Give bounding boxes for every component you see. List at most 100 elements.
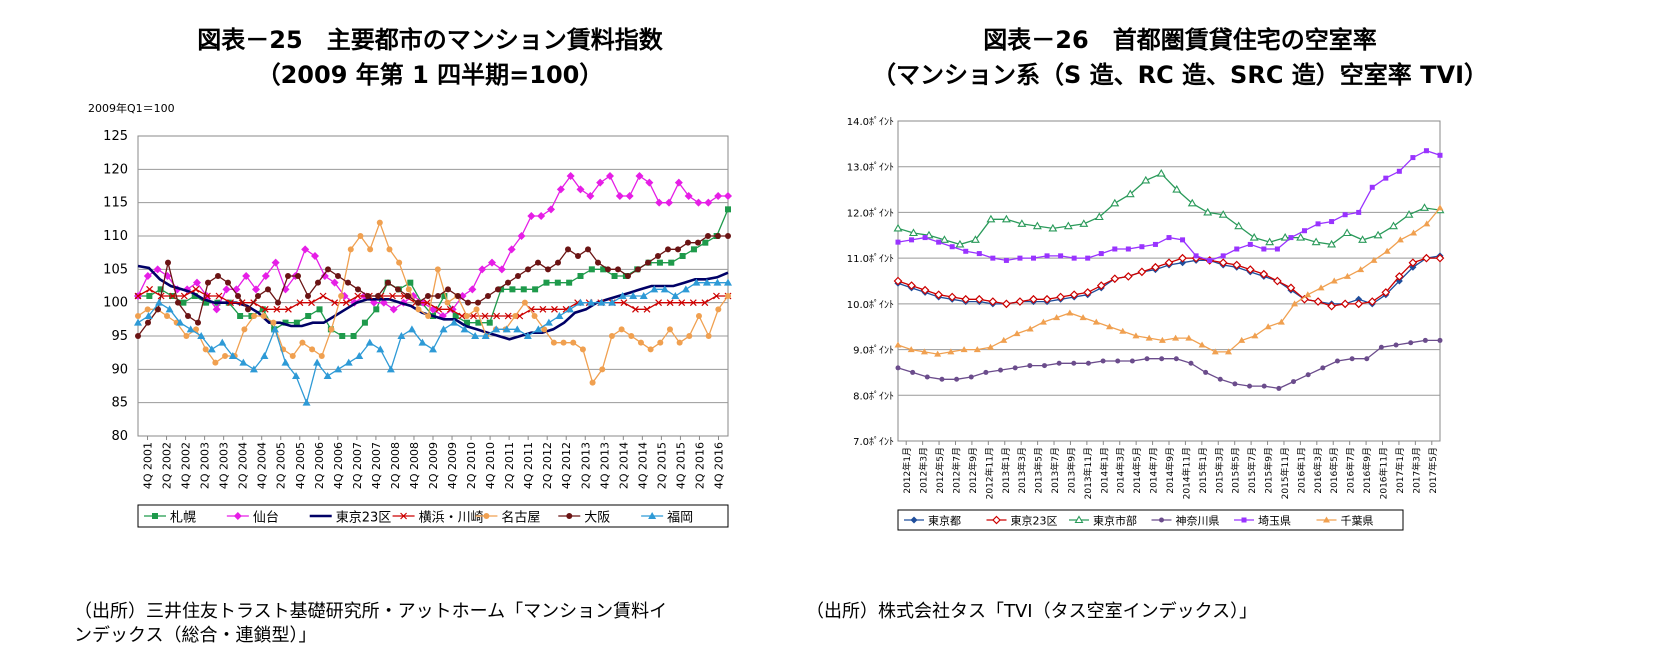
right-data-point xyxy=(1156,168,1166,177)
right-data-point xyxy=(939,376,945,382)
left-data-point xyxy=(342,299,350,307)
left-data-point xyxy=(566,172,575,180)
right-x-tick-label: 2016年9月 xyxy=(1361,447,1373,494)
right-data-point xyxy=(1437,152,1443,158)
left-data-point xyxy=(681,285,690,293)
left-data-point xyxy=(705,333,712,339)
left-data-point xyxy=(271,258,280,267)
left-data-point xyxy=(305,293,311,299)
left-data-point xyxy=(537,212,546,220)
left-data-point xyxy=(207,345,216,353)
left-chart: 80 85 90 95 100 105 110 115 120 125 4Q 2001 2Q 2002… xyxy=(103,129,732,528)
right-series-5 xyxy=(894,204,1444,357)
left-data-point xyxy=(599,366,606,373)
left-data-point xyxy=(305,313,312,319)
right-data-point xyxy=(1234,221,1244,230)
right-data-point xyxy=(1304,291,1312,298)
left-data-point xyxy=(169,292,177,300)
left-data-point-b xyxy=(458,312,466,320)
left-data-point xyxy=(405,293,411,299)
right-data-point xyxy=(1071,255,1077,261)
right-data-point xyxy=(1152,241,1158,247)
left-x-tick-label: 4Q 2005 xyxy=(294,442,307,489)
left-data-point xyxy=(452,313,459,319)
left-data-point xyxy=(186,325,195,333)
left-data-point-b xyxy=(551,305,558,313)
right-x-tick-label: 2014年1月 xyxy=(1098,447,1110,494)
right-data-point xyxy=(1349,356,1355,362)
left-data-point xyxy=(724,278,732,286)
left-data-point xyxy=(684,192,693,200)
left-data-point xyxy=(339,333,346,339)
right-legend-box xyxy=(897,509,1404,531)
right-data-point xyxy=(893,276,903,286)
right-x-tick-label: 2014年7月 xyxy=(1148,447,1160,494)
left-data-point xyxy=(299,339,306,346)
right-plot-area xyxy=(897,120,1441,442)
right-data-point xyxy=(954,376,960,382)
right-source-note: （出所）株式会社タス「TVI（タス空室インデックス）」 xyxy=(806,601,1258,622)
right-data-point xyxy=(1342,212,1348,218)
left-legend-label: 福岡 xyxy=(667,511,693,526)
left-data-point xyxy=(535,259,541,266)
right-data-point xyxy=(1422,337,1428,343)
left-data-point xyxy=(715,306,722,313)
left-data-point-b xyxy=(666,299,674,307)
right-data-point xyxy=(1305,372,1311,378)
left-data-point xyxy=(228,352,237,359)
left-data-point xyxy=(335,273,341,279)
right-data-point xyxy=(970,235,980,243)
left-data-point xyxy=(465,299,471,306)
right-data-point xyxy=(1249,232,1259,241)
left-data-point xyxy=(686,333,693,339)
left-data-point xyxy=(450,318,459,326)
left-data-point xyxy=(512,313,519,319)
right-x-tick-label: 2013年9月 xyxy=(1065,447,1077,494)
right-x-tick-label: 2016年11月 xyxy=(1378,447,1390,499)
right-data-point xyxy=(1066,309,1074,316)
right-data-point xyxy=(895,239,901,245)
left-data-point xyxy=(517,232,526,240)
left-data-point xyxy=(386,246,393,253)
right-data-point xyxy=(1342,228,1352,237)
left-data-point xyxy=(439,325,448,333)
left-data-point xyxy=(143,272,152,280)
right-data-point xyxy=(1291,379,1297,385)
left-data-point xyxy=(570,339,577,346)
left-data-point xyxy=(275,299,281,306)
left-data-point xyxy=(527,212,536,220)
right-x-tick-label: 2014年5月 xyxy=(1131,447,1143,494)
right-data-point xyxy=(1329,219,1335,225)
left-data-point xyxy=(635,172,644,180)
left-y-tick-label: 115 xyxy=(103,196,128,211)
left-data-point xyxy=(676,339,683,346)
left-data-point xyxy=(365,293,371,299)
left-data-point xyxy=(355,352,364,359)
right-data-point xyxy=(1119,327,1127,334)
right-data-point xyxy=(1393,342,1399,348)
right-data-point xyxy=(895,365,901,371)
left-data-point xyxy=(191,293,198,299)
left-data-point xyxy=(596,178,605,187)
left-data-point xyxy=(531,313,538,319)
right-data-point xyxy=(939,235,949,243)
right-data-point xyxy=(1367,297,1377,306)
right-x-tick-label: 2017年1月 xyxy=(1394,447,1406,494)
left-series-5 xyxy=(135,233,731,339)
left-x-tick-label: 4Q 2001 xyxy=(142,442,155,489)
left-data-point xyxy=(165,305,174,313)
left-data-point xyxy=(293,319,300,326)
left-data-point-b xyxy=(215,292,223,300)
left-data-point-b xyxy=(620,299,628,307)
left-data-point xyxy=(415,306,422,313)
left-data-point xyxy=(655,198,664,207)
right-x-tick-label: 2016年5月 xyxy=(1328,447,1340,494)
left-x-tick-label: 4Q 2006 xyxy=(332,442,345,489)
left-series-line xyxy=(137,288,728,317)
left-data-point xyxy=(425,313,432,319)
right-x-tick-label: 2013年1月 xyxy=(1000,447,1012,494)
right-x-tick-label: 2015年3月 xyxy=(1213,447,1225,494)
left-x-tick-label: 4Q 2004 xyxy=(256,442,269,489)
left-data-point xyxy=(628,333,635,339)
left-data-point xyxy=(435,305,443,313)
